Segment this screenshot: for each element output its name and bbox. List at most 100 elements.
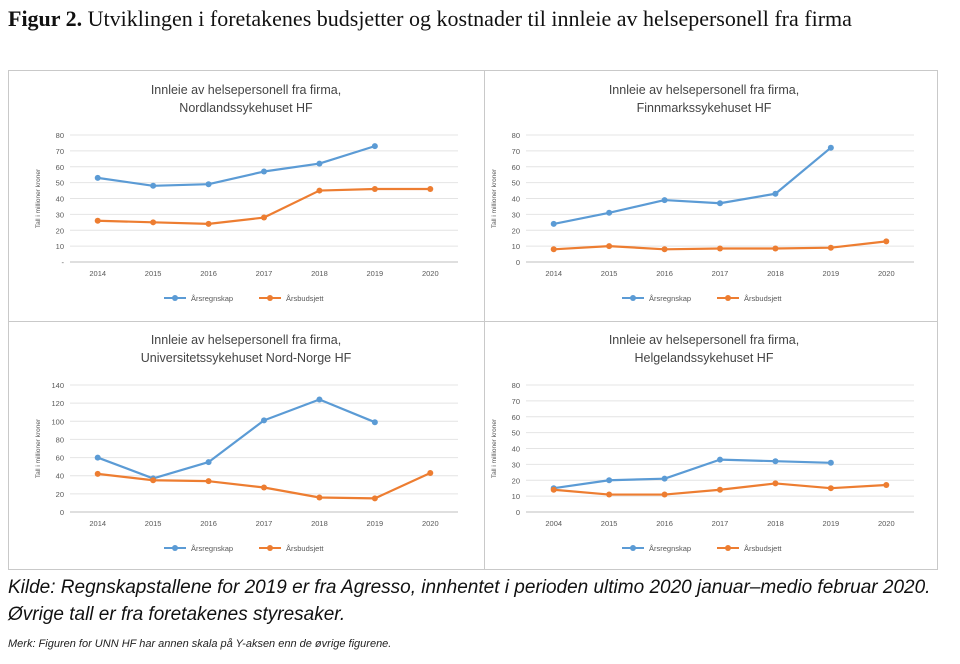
legend-marker: [630, 545, 636, 551]
chart-title-line-1: Innleie av helsepersonell fra firma,: [609, 333, 799, 347]
x-tick-label: 2020: [878, 269, 895, 278]
data-point: [717, 245, 723, 252]
x-tick-label: 2019: [823, 269, 840, 278]
y-axis-label: Tall i millioner kroner: [35, 168, 42, 228]
data-point: [94, 217, 101, 224]
chart-finnmarkssykehuset: Innleie av helsepersonell fra firma, Finn…: [491, 83, 914, 303]
y-tick-label: 80: [512, 131, 520, 140]
x-tick-label: 2019: [823, 519, 840, 528]
data-point: [661, 491, 668, 498]
data-point: [550, 246, 557, 253]
data-point: [316, 494, 323, 501]
y-tick-label: 50: [512, 429, 520, 438]
y-tick-label: 80: [512, 381, 520, 390]
x-tick-label: 2018: [311, 269, 328, 278]
y-tick-label: 10: [56, 242, 64, 251]
legend-label: Årsbudsjett: [286, 294, 324, 303]
x-tick-label: 2016: [656, 269, 673, 278]
data-point: [371, 495, 378, 502]
y-tick-label: 20: [56, 490, 64, 499]
data-point: [371, 143, 378, 150]
legend-marker: [267, 295, 273, 301]
x-tick-label: 2015: [601, 269, 618, 278]
data-point: [606, 209, 613, 216]
x-tick-label: 2018: [311, 519, 328, 528]
y-tick-label: 80: [56, 131, 64, 140]
chart-unn: Innleie av helsepersonell fra firma, Univ…: [35, 333, 458, 553]
x-tick-label: 2018: [767, 519, 784, 528]
y-tick-label: 40: [56, 195, 64, 204]
y-tick-label: 0: [516, 508, 520, 517]
y-tick-label: 20: [56, 226, 64, 235]
data-point: [371, 185, 378, 192]
series-line: [97, 398, 376, 480]
legend-label: Årsregnskap: [649, 294, 691, 303]
chart-nordlandssykehuset: Innleie av helsepersonell fra firma, Nord…: [35, 83, 458, 303]
legend-marker: [630, 295, 636, 301]
data-point: [261, 484, 267, 491]
x-tick-label: 2020: [878, 519, 895, 528]
data-point: [205, 181, 212, 188]
remark-note: Merk: Figuren for UNN HF har annen skala…: [8, 638, 392, 650]
legend-marker: [725, 295, 731, 301]
chart-grid-frame: [8, 70, 938, 570]
data-point: [661, 197, 668, 204]
x-tick-label: 2014: [89, 269, 106, 278]
data-point: [717, 486, 723, 493]
data-point: [827, 144, 834, 151]
y-tick-label: 60: [56, 163, 64, 172]
data-point: [150, 219, 157, 226]
x-tick-label: 2015: [145, 519, 162, 528]
y-tick-label: 60: [512, 413, 520, 422]
x-tick-label: 2017: [712, 519, 729, 528]
chart-title-line-2: Finnmarkssykehuset HF: [637, 101, 772, 115]
x-tick-label: 2018: [767, 269, 784, 278]
data-point: [827, 485, 834, 492]
chart-title-line-1: Innleie av helsepersonell fra firma,: [151, 83, 341, 97]
chart-helgelandssykehuset: Innleie av helsepersonell fra firma, Helg…: [491, 333, 914, 553]
data-point: [661, 246, 668, 253]
data-point: [772, 480, 779, 487]
data-point: [150, 182, 157, 189]
x-tick-label: 2015: [145, 269, 162, 278]
y-tick-label: 10: [512, 492, 520, 501]
y-tick-label: 10: [512, 242, 520, 251]
data-point: [827, 244, 834, 251]
data-point: [606, 491, 613, 498]
legend-marker: [172, 545, 178, 551]
series-line: [553, 146, 832, 225]
y-tick-label: 30: [512, 210, 520, 219]
data-point: [606, 243, 613, 250]
figure-caption: Figur 2. Utviklingen i foretakenes budsj…: [8, 4, 952, 33]
data-point: [427, 185, 434, 192]
legend-marker: [725, 545, 731, 551]
data-point: [205, 459, 212, 466]
data-point: [427, 469, 434, 476]
chart-title-line-2: Helgelandssykehuset HF: [635, 351, 774, 365]
y-tick-label: 30: [56, 210, 64, 219]
data-point: [550, 220, 557, 227]
y-tick-label: 80: [56, 435, 64, 444]
y-tick-label: 70: [512, 397, 520, 406]
data-point: [717, 456, 723, 463]
x-tick-label: 2017: [256, 269, 273, 278]
figure-label: Figur 2.: [8, 6, 83, 31]
data-point: [550, 486, 557, 493]
x-tick-label: 2019: [367, 269, 384, 278]
x-tick-label: 2020: [422, 269, 439, 278]
legend-label: Årsbudsjett: [286, 544, 324, 553]
data-point: [827, 459, 834, 466]
y-tick-label: 40: [512, 445, 520, 454]
data-point: [883, 238, 890, 245]
y-tick-label: 50: [512, 179, 520, 188]
x-tick-label: 2016: [200, 519, 217, 528]
y-axis-label: Tall i millioner kroner: [491, 168, 498, 228]
x-tick-label: 2016: [200, 269, 217, 278]
x-tick-label: 2020: [422, 519, 439, 528]
y-tick-label: 50: [56, 179, 64, 188]
data-point: [94, 470, 101, 477]
y-tick-label: 0: [516, 258, 520, 267]
figure-title: Utviklingen i foretakenes budsjetter og …: [82, 6, 852, 31]
y-tick-label: 120: [51, 399, 64, 408]
data-point: [661, 475, 668, 482]
